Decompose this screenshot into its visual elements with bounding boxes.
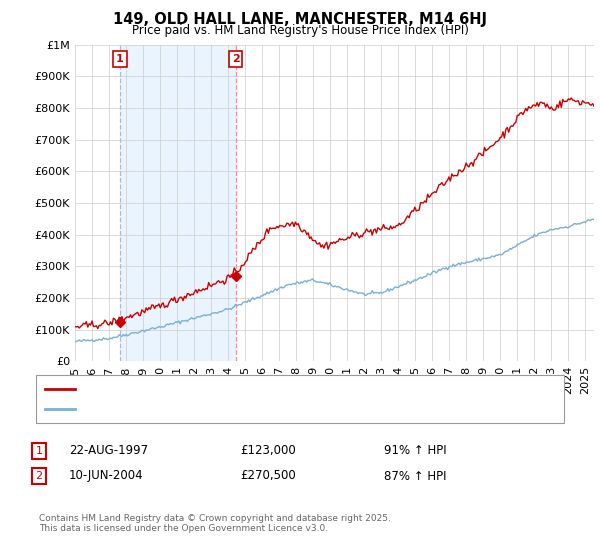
Text: 87% ↑ HPI: 87% ↑ HPI — [384, 469, 446, 483]
Text: Contains HM Land Registry data © Crown copyright and database right 2025.
This d: Contains HM Land Registry data © Crown c… — [39, 514, 391, 533]
Text: 1: 1 — [35, 446, 43, 456]
Text: 2: 2 — [232, 54, 239, 64]
Text: 91% ↑ HPI: 91% ↑ HPI — [384, 444, 446, 458]
Text: 1: 1 — [116, 54, 124, 64]
Text: £270,500: £270,500 — [240, 469, 296, 483]
Text: £123,000: £123,000 — [240, 444, 296, 458]
Text: 22-AUG-1997: 22-AUG-1997 — [69, 444, 148, 458]
Text: 10-JUN-2004: 10-JUN-2004 — [69, 469, 143, 483]
Text: Price paid vs. HM Land Registry's House Price Index (HPI): Price paid vs. HM Land Registry's House … — [131, 24, 469, 36]
Bar — [120, 45, 236, 361]
Text: HPI: Average price, detached house, Manchester: HPI: Average price, detached house, Manc… — [81, 404, 335, 414]
Text: 149, OLD HALL LANE, MANCHESTER, M14 6HJ: 149, OLD HALL LANE, MANCHESTER, M14 6HJ — [113, 12, 487, 27]
Text: 149, OLD HALL LANE, MANCHESTER, M14 6HJ (detached house): 149, OLD HALL LANE, MANCHESTER, M14 6HJ … — [81, 384, 413, 394]
Text: 2: 2 — [35, 471, 43, 481]
